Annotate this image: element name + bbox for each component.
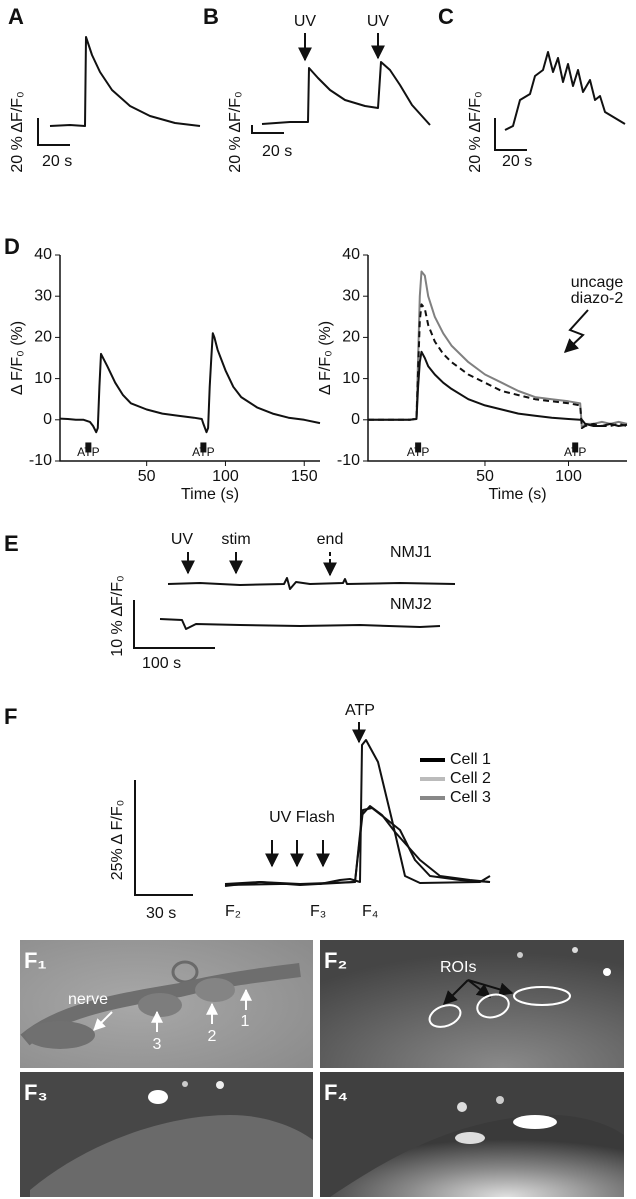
y-tick-label: 10 — [342, 370, 360, 387]
x-scale-label: 30 s — [146, 905, 176, 922]
y-tick-label: 40 — [34, 246, 52, 263]
x-scale-label: 100 s — [142, 655, 181, 672]
y-tick-label: -10 — [29, 452, 52, 469]
y-tick-label: 0 — [351, 411, 360, 428]
trace — [261, 61, 431, 126]
image-label: F₁ — [24, 948, 47, 973]
annotation: ROIs — [440, 959, 476, 976]
image-f4: F₄ — [320, 1072, 624, 1197]
series-line — [368, 350, 628, 427]
trace — [224, 739, 491, 886]
scale-bar — [37, 118, 70, 146]
stimulus-marker — [415, 442, 422, 453]
trace-label: NMJ2 — [390, 596, 432, 613]
x-scale-label: 20 s — [502, 153, 532, 170]
annotation: diazo-2 — [571, 290, 624, 307]
image-label: F₂ — [324, 948, 347, 973]
legend-label: Cell 1 — [450, 751, 491, 768]
annotation: stim — [221, 531, 250, 548]
x-tick-label: 50 — [138, 468, 156, 485]
stimulus-label: ATP — [564, 445, 586, 459]
legend-label: Cell 2 — [450, 770, 491, 787]
annotation: UV — [171, 531, 194, 548]
annotation: 1 — [241, 1013, 250, 1030]
scale-bar — [494, 118, 527, 151]
x-scale-label: 20 s — [42, 153, 72, 170]
trace — [167, 577, 456, 590]
annotation: 3 — [153, 1036, 162, 1053]
annotation: UV Flash — [269, 809, 335, 826]
stimulus-label: ATP — [192, 445, 214, 459]
annotation: uncage — [571, 274, 624, 291]
image-label: F₄ — [324, 1080, 348, 1105]
annotation: ATP — [345, 702, 375, 719]
panel-label: F — [4, 704, 17, 729]
panel-label: E — [4, 531, 19, 556]
stimulus-label: ATP — [407, 445, 429, 459]
panel-label: A — [8, 4, 24, 29]
axis — [59, 255, 320, 462]
frame-label: F₄ — [362, 903, 378, 920]
arrow — [563, 309, 589, 353]
trace-label: NMJ1 — [390, 544, 432, 561]
panel-label: D — [4, 234, 20, 259]
y-tick-label: 10 — [34, 370, 52, 387]
y-axis-label: Δ F/F₀ (%) — [9, 321, 26, 395]
x-tick-label: 50 — [476, 468, 494, 485]
scale-bar — [133, 600, 215, 649]
series-line — [59, 332, 321, 434]
panel-label: B — [203, 4, 219, 29]
y-tick-label: 30 — [342, 287, 360, 304]
scale-bar — [251, 125, 284, 134]
trace — [49, 36, 201, 127]
x-axis-label: Time (s) — [488, 486, 546, 503]
legend-label: Cell 3 — [450, 789, 491, 806]
legend: Cell 1 Cell 2 Cell 3 — [420, 751, 491, 806]
image-label: F₃ — [24, 1080, 48, 1105]
image-f1: F₁ nerve 3 2 1 — [20, 940, 313, 1068]
stimulus-marker — [572, 442, 579, 453]
y-tick-label: 0 — [43, 411, 52, 428]
scale-bar — [134, 780, 193, 896]
y-scale-label: 10 % ΔF/F₀ — [109, 575, 126, 656]
trace — [224, 807, 491, 887]
frame-label: F₃ — [310, 903, 326, 920]
y-scale-label: 25% Δ F/F₀ — [109, 800, 126, 880]
trace — [159, 618, 441, 630]
y-tick-label: 40 — [342, 246, 360, 263]
y-scale-label: 20 % ΔF/F₀ — [467, 91, 484, 172]
y-scale-label: 20 % ΔF/F₀ — [9, 91, 26, 172]
trace — [224, 805, 491, 886]
annotation: 2 — [208, 1028, 217, 1045]
frame-label: F₂ — [225, 903, 241, 920]
stimulus-marker — [85, 442, 92, 453]
y-tick-label: 20 — [342, 329, 360, 346]
x-tick-label: 150 — [291, 468, 318, 485]
x-scale-label: 20 s — [262, 143, 292, 160]
y-axis-label: Δ F/F₀ (%) — [317, 321, 334, 395]
panel-label: C — [438, 4, 454, 29]
y-scale-label: 20 % ΔF/F₀ — [227, 91, 244, 172]
trace — [504, 51, 626, 131]
image-f2: F₂ ROIs — [320, 940, 624, 1068]
y-tick-label: 30 — [34, 287, 52, 304]
annotation: UV — [294, 13, 317, 30]
annotation: nerve — [68, 991, 108, 1008]
y-tick-label: -10 — [337, 452, 360, 469]
annotation: UV — [367, 13, 390, 30]
x-tick-label: 100 — [555, 468, 582, 485]
stimulus-marker — [200, 442, 207, 453]
stimulus-label: ATP — [77, 445, 99, 459]
y-tick-label: 20 — [34, 329, 52, 346]
annotation: end — [317, 531, 344, 548]
x-axis-label: Time (s) — [181, 486, 239, 503]
image-f3: F₃ — [20, 1072, 313, 1197]
x-tick-label: 100 — [212, 468, 239, 485]
